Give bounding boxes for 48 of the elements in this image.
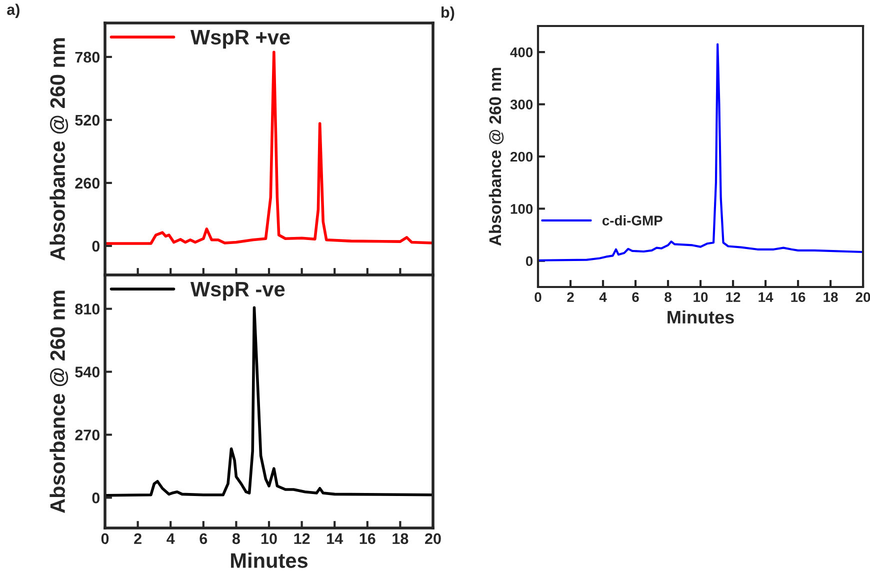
x-tick-label: 4 bbox=[166, 533, 175, 544]
x-tick-label: 2 bbox=[134, 533, 142, 544]
x-tick-label: 8 bbox=[664, 292, 672, 302]
legend-label: WspR -ve bbox=[190, 282, 285, 301]
y-tick-label: 100 bbox=[510, 204, 533, 214]
y-tick-label: 0 bbox=[92, 240, 100, 252]
y-tick-label: 260 bbox=[75, 178, 100, 189]
legend-label: WspR +ve bbox=[190, 30, 290, 49]
y-tick-label: 270 bbox=[75, 430, 100, 440]
x-tick-label: 4 bbox=[599, 292, 607, 302]
x-tick-label: 12 bbox=[294, 533, 310, 544]
y-tick-label: 0 bbox=[526, 256, 533, 266]
line-series bbox=[105, 50, 433, 245]
y-tick-label: 0 bbox=[92, 492, 100, 504]
x-tick-label: 10 bbox=[261, 533, 277, 544]
y-axis-title: Absorbance @ 260 nm bbox=[488, 68, 504, 246]
x-tick-label: 14 bbox=[327, 533, 344, 544]
x-tick-label: 18 bbox=[824, 292, 838, 302]
legend-label: c-di-GMP bbox=[602, 215, 662, 226]
y-tick-label: 200 bbox=[510, 152, 533, 162]
y-axis-title: Absorbance @ 260 nm bbox=[50, 290, 68, 514]
x-tick-label: 20 bbox=[425, 533, 441, 544]
x-tick-label: 2 bbox=[567, 292, 574, 302]
y-tick-label: 810 bbox=[75, 304, 100, 314]
y-tick-label: 780 bbox=[75, 52, 100, 63]
y-tick-label: 540 bbox=[75, 366, 100, 378]
x-tick-label: 14 bbox=[758, 292, 774, 302]
y-axis-title: Absorbance @ 260 nm bbox=[50, 38, 68, 261]
y-tick-label: 300 bbox=[510, 100, 533, 110]
x-tick-label: 8 bbox=[232, 533, 240, 544]
x-tick-label: 18 bbox=[392, 533, 408, 544]
x-tick-label: 16 bbox=[360, 533, 376, 544]
x-axis-title: Minutes bbox=[668, 310, 734, 324]
line-series bbox=[538, 43, 864, 262]
y-tick-label: 520 bbox=[75, 114, 100, 126]
text: b) bbox=[442, 6, 454, 21]
x-tick-label: 6 bbox=[632, 292, 639, 302]
x-tick-label: 16 bbox=[791, 292, 806, 302]
text: a) bbox=[7, 4, 20, 18]
x-axis-title: Minutes bbox=[231, 552, 308, 568]
y-tick-label: 400 bbox=[510, 47, 533, 58]
x-tick-label: 20 bbox=[856, 292, 870, 302]
x-tick-label: 0 bbox=[101, 533, 109, 544]
x-tick-label: 0 bbox=[534, 292, 542, 302]
x-tick-label: 12 bbox=[726, 292, 740, 302]
x-tick-label: 6 bbox=[200, 533, 208, 544]
x-tick-label: 10 bbox=[694, 292, 708, 302]
line-series bbox=[105, 306, 433, 497]
